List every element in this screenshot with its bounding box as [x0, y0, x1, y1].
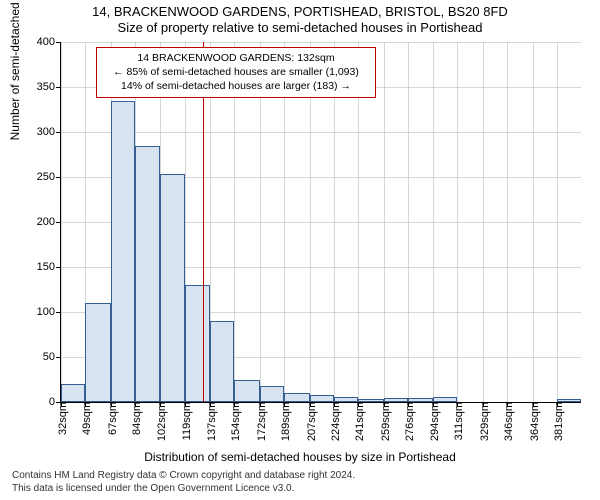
annotation-box: 14 BRACKENWOOD GARDENS: 132sqm← 85% of s… — [96, 47, 376, 98]
gridline-v — [483, 42, 484, 402]
xtick-label: 189sqm — [276, 402, 292, 441]
xtick-label: 364sqm — [525, 402, 541, 441]
gridline-v — [457, 42, 458, 402]
histogram-bar — [384, 398, 408, 402]
histogram-bar — [358, 399, 384, 402]
xtick-label: 259sqm — [376, 402, 392, 441]
gridline-v — [557, 42, 558, 402]
histogram-bar — [310, 395, 334, 402]
chart-title-line1: 14, BRACKENWOOD GARDENS, PORTISHEAD, BRI… — [0, 4, 600, 19]
gridline-v — [384, 42, 385, 402]
ytick-label: 250 — [37, 171, 61, 183]
histogram-bar — [557, 399, 581, 402]
attribution-line1: Contains HM Land Registry data © Crown c… — [12, 470, 355, 481]
ytick-label: 350 — [37, 81, 61, 93]
annotation-line3: 14% of semi-detached houses are larger (… — [105, 79, 367, 93]
histogram-bar — [234, 380, 260, 403]
x-axis-label: Distribution of semi-detached houses by … — [0, 450, 600, 464]
gridline-v — [61, 42, 62, 402]
plot-area: 05010015020025030035040032sqm49sqm67sqm8… — [60, 42, 581, 403]
xtick-label: 294sqm — [425, 402, 441, 441]
chart-container: 14, BRACKENWOOD GARDENS, PORTISHEAD, BRI… — [0, 0, 600, 500]
histogram-bar — [210, 321, 234, 402]
ytick-label: 150 — [37, 261, 61, 273]
histogram-bar — [284, 393, 310, 402]
annotation-line2: ← 85% of semi-detached houses are smalle… — [105, 65, 367, 79]
xtick-label: 224sqm — [326, 402, 342, 441]
xtick-label: 329sqm — [475, 402, 491, 441]
histogram-bar — [408, 398, 434, 402]
xtick-label: 32sqm — [53, 402, 69, 435]
histogram-bar — [135, 146, 161, 403]
gridline-v — [533, 42, 534, 402]
xtick-label: 311sqm — [449, 402, 465, 440]
attribution-line2: This data is licensed under the Open Gov… — [12, 483, 294, 494]
xtick-label: 207sqm — [302, 402, 318, 441]
xtick-label: 276sqm — [400, 402, 416, 441]
xtick-label: 67sqm — [103, 402, 119, 435]
chart-title-line2: Size of property relative to semi-detach… — [0, 20, 600, 35]
xtick-label: 49sqm — [77, 402, 93, 435]
gridline-h — [61, 42, 581, 43]
annotation-line1: 14 BRACKENWOOD GARDENS: 132sqm — [105, 51, 367, 65]
ytick-label: 100 — [37, 306, 61, 318]
gridline-h — [61, 132, 581, 133]
histogram-bar — [433, 397, 457, 402]
histogram-bar — [85, 303, 111, 402]
ytick-label: 50 — [43, 351, 61, 363]
xtick-label: 119sqm — [177, 402, 193, 440]
ytick-label: 200 — [37, 216, 61, 228]
gridline-v — [507, 42, 508, 402]
xtick-label: 381sqm — [549, 402, 565, 441]
ytick-label: 400 — [37, 36, 61, 48]
xtick-label: 241sqm — [350, 402, 366, 441]
gridline-v — [408, 42, 409, 402]
histogram-bar — [185, 285, 211, 402]
gridline-v — [433, 42, 434, 402]
histogram-bar — [61, 384, 85, 402]
histogram-bar — [334, 397, 358, 402]
xtick-label: 102sqm — [152, 402, 168, 441]
histogram-bar — [160, 174, 184, 402]
ytick-label: 300 — [37, 126, 61, 138]
histogram-bar — [111, 101, 135, 403]
xtick-label: 172sqm — [252, 402, 268, 441]
xtick-label: 137sqm — [202, 402, 218, 441]
xtick-label: 84sqm — [127, 402, 143, 435]
xtick-label: 154sqm — [226, 402, 242, 441]
histogram-bar — [260, 386, 284, 402]
y-axis-label: Number of semi-detached properties — [8, 0, 22, 223]
xtick-label: 346sqm — [499, 402, 515, 441]
